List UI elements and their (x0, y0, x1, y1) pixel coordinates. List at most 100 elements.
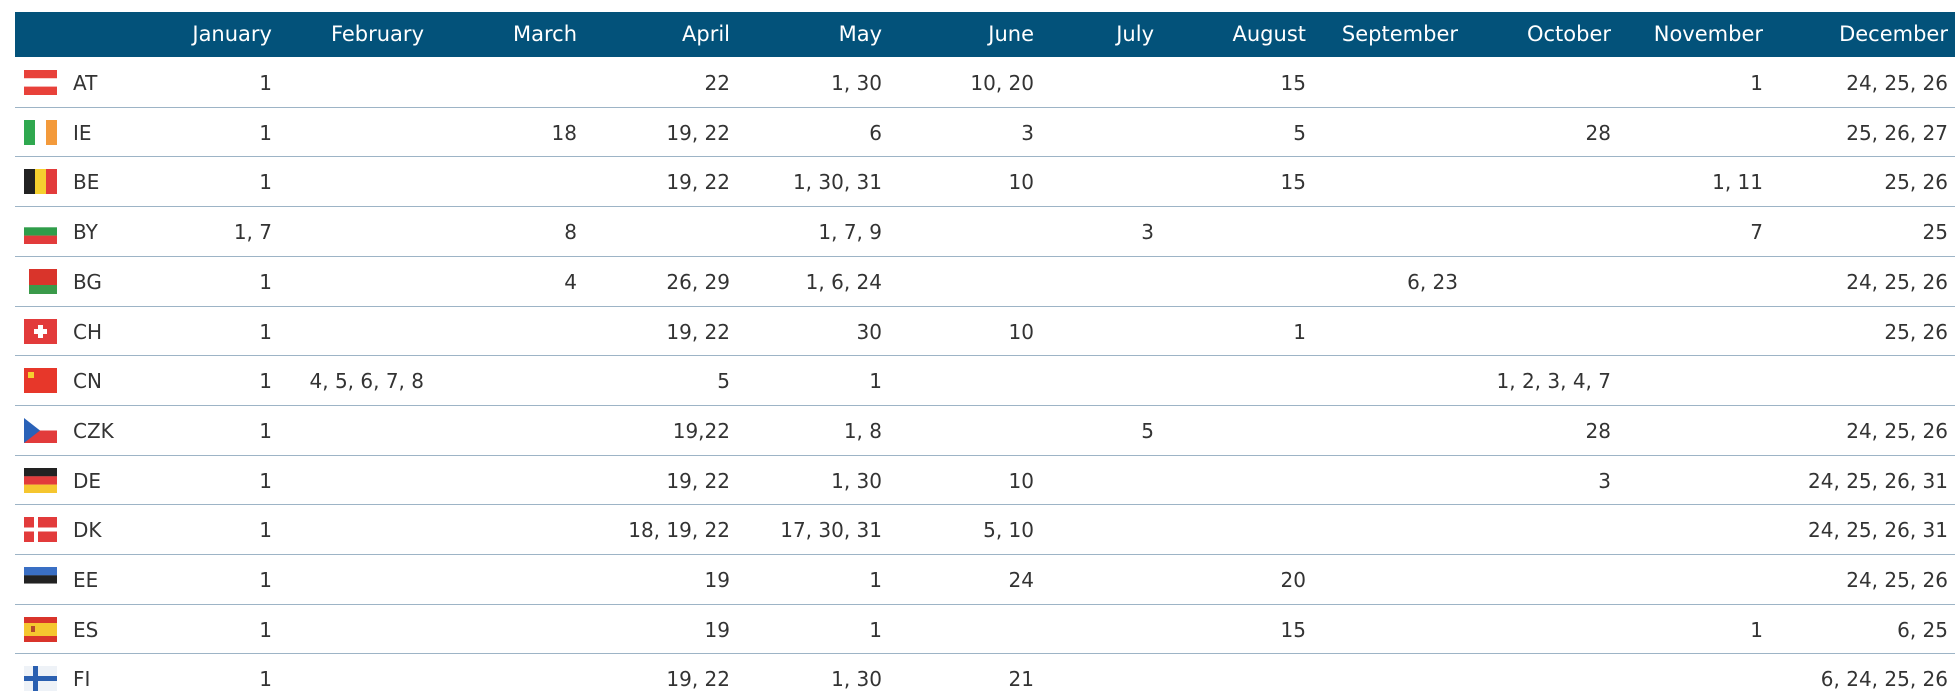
country-code: CN (73, 369, 102, 394)
flag-icon (24, 517, 57, 543)
country-code: EE (73, 568, 99, 592)
row-separator (15, 504, 1955, 506)
flag-icon (24, 119, 57, 145)
holiday-days: 18 (551, 120, 577, 145)
holiday-days: 1, 8 (843, 418, 882, 443)
holiday-days: 26, 29 (666, 269, 730, 294)
holiday-days: 20 (1280, 568, 1306, 592)
country-code: IE (73, 120, 92, 145)
holiday-days: 24, 25, 26 (1846, 568, 1948, 592)
holiday-days: 4 (564, 269, 577, 294)
holiday-days: 1 (259, 617, 272, 642)
holiday-days: 19, 22 (666, 120, 730, 145)
flag-icon (24, 616, 57, 642)
column-header: July (1116, 22, 1154, 46)
holiday-days: 1, 30 (831, 667, 882, 692)
country-code: BE (73, 170, 100, 195)
holiday-days: 24, 25, 26 (1846, 269, 1948, 294)
country-code: FI (73, 667, 91, 692)
holiday-days: 25, 26 (1884, 319, 1948, 344)
holiday-days: 1 (259, 418, 272, 443)
holiday-days: 6, 24, 25, 26 (1820, 667, 1948, 692)
holiday-days: 24, 25, 26, 31 (1808, 518, 1948, 543)
holiday-days: 1 (259, 667, 272, 692)
row-separator (15, 305, 1955, 307)
holiday-days: 1 (259, 269, 272, 294)
holiday-days: 19 (704, 568, 730, 592)
holiday-days: 19, 22 (666, 319, 730, 344)
holiday-days: 1 (1750, 617, 1763, 642)
flag-icon (24, 666, 57, 692)
row-separator (15, 554, 1955, 555)
holiday-days: 24, 25, 26 (1846, 418, 1948, 443)
holiday-days: 5 (717, 369, 730, 394)
holiday-days: 18, 19, 22 (628, 518, 730, 543)
holiday-days: 15 (1280, 170, 1306, 195)
holiday-days: 1, 6, 24 (805, 269, 882, 294)
row-separator (15, 255, 1955, 257)
holiday-days: 25 (1922, 220, 1948, 245)
flag-icon (24, 567, 57, 592)
holiday-days: 1 (259, 170, 272, 195)
holiday-days: 1, 30, 31 (792, 170, 882, 195)
holiday-days: 5 (1141, 418, 1154, 443)
column-header: August (1232, 22, 1307, 46)
holiday-days: 1 (259, 120, 272, 145)
holiday-days: 19, 22 (666, 667, 730, 692)
holiday-days: 1 (259, 369, 272, 394)
holiday-days: 1 (869, 369, 882, 394)
column-header: March (512, 22, 577, 46)
holiday-days: 30 (856, 319, 882, 344)
holiday-days: 10 (1008, 468, 1034, 493)
holiday-days: 24 (1008, 568, 1034, 592)
holiday-days: 1, 11 (1712, 170, 1763, 195)
holiday-days: 10, 20 (970, 71, 1034, 95)
flag-icon (24, 70, 57, 95)
column-header: May (838, 22, 882, 46)
holiday-days: 1 (259, 319, 272, 344)
flag-icon (24, 467, 57, 493)
country-code: BG (73, 269, 102, 294)
country-code: CH (73, 319, 103, 344)
column-header: January (192, 22, 272, 46)
row-separator (15, 106, 1955, 108)
holiday-days: 1 (259, 568, 272, 592)
holiday-days: 7 (1750, 220, 1763, 245)
holiday-days: 3 (1021, 120, 1034, 145)
header-bar (15, 12, 1955, 57)
holiday-days: 10 (1008, 319, 1034, 344)
holiday-days: 28 (1585, 120, 1611, 145)
column-header: October (1526, 22, 1611, 46)
holiday-days: 21 (1008, 667, 1034, 692)
holiday-days: 15 (1280, 617, 1306, 642)
row-separator (15, 355, 1955, 357)
country-code: AT (73, 71, 98, 95)
flag-icon (24, 219, 57, 245)
holiday-days: 1 (869, 617, 882, 642)
flag-icon (24, 318, 57, 344)
country-code: BY (73, 220, 98, 245)
holiday-days: 3 (1598, 468, 1611, 493)
country-code: CZK (73, 418, 114, 443)
holiday-days: 22 (704, 71, 730, 95)
holiday-days: 17, 30, 31 (780, 518, 882, 543)
row-separator (15, 603, 1955, 605)
holiday-days: 19 (704, 617, 730, 642)
holiday-days: 24, 25, 26, 31 (1808, 468, 1948, 493)
column-header: June (988, 22, 1034, 46)
holiday-days: 1 (259, 71, 272, 95)
holiday-days: 1 (869, 568, 882, 592)
holiday-days: 19,22 (672, 418, 730, 443)
holiday-days: 8 (564, 220, 577, 245)
column-header: November (1653, 22, 1763, 46)
holiday-days: 6, 25 (1897, 617, 1948, 642)
column-header: April (682, 22, 730, 46)
flag-icon (24, 268, 57, 294)
holiday-days: 1, 2, 3, 4, 7 (1496, 369, 1611, 394)
holiday-days: 1, 7 (233, 220, 272, 245)
holiday-days: 10 (1008, 170, 1034, 195)
country-code: ES (73, 617, 99, 642)
flag-icon (24, 169, 57, 195)
holiday-days: 4, 5, 6, 7, 8 (309, 369, 424, 394)
